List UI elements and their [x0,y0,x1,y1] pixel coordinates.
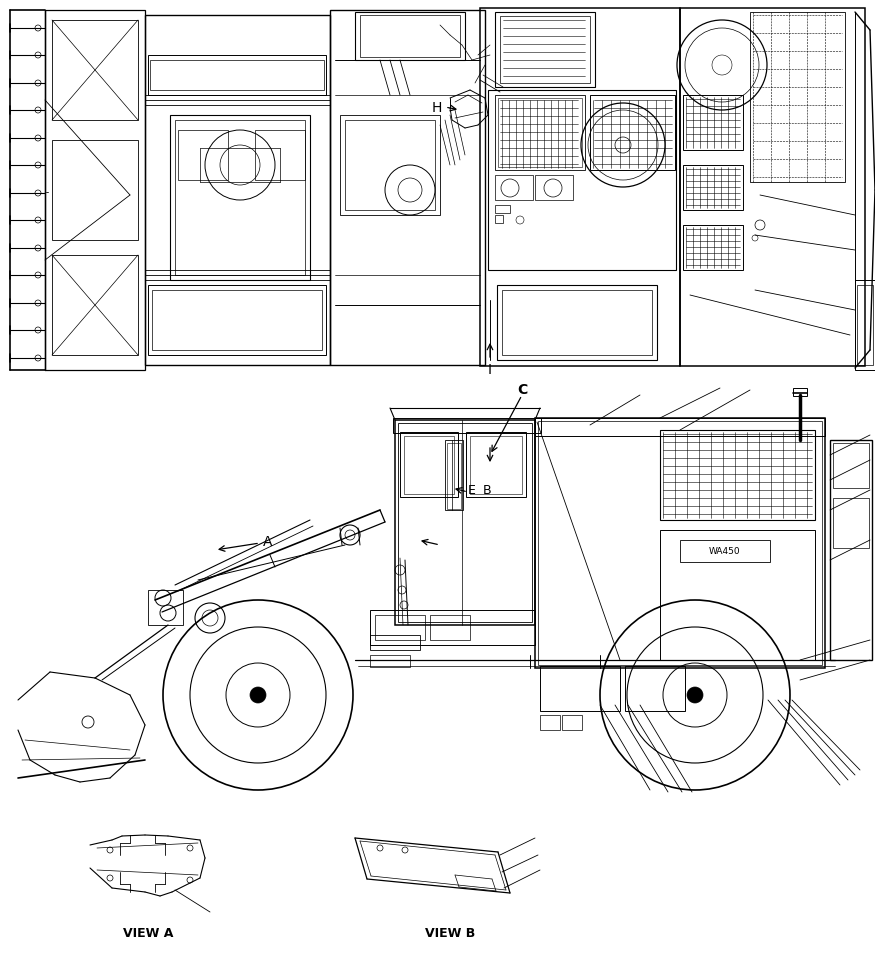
Bar [793,388,807,396]
Bar [370,655,410,667]
Bar [625,666,685,711]
Bar [152,290,322,350]
Text: VIEW A: VIEW A [123,926,173,940]
Bar [495,175,533,200]
Bar [52,20,138,120]
Text: I: I [488,363,492,377]
Bar [833,498,869,548]
Text: A: A [263,535,273,549]
Bar [680,540,770,562]
Text: VIEW B: VIEW B [425,926,475,940]
Bar [497,285,657,360]
Bar [500,16,590,83]
Bar [255,130,305,180]
Bar [430,615,470,640]
Bar [52,255,138,355]
Bar [830,440,872,660]
Circle shape [250,687,266,703]
Text: C: C [517,383,527,397]
Bar [145,15,330,365]
Text: E: E [468,483,476,497]
Bar [535,175,573,200]
Bar [540,666,620,711]
Bar [857,285,873,365]
Bar [833,443,869,488]
Bar [360,15,460,57]
Bar [680,8,865,366]
Bar [683,95,743,150]
Bar [370,635,420,650]
Bar [445,440,463,510]
Bar [52,140,138,240]
Bar [495,95,585,170]
Bar [178,130,228,180]
Bar [495,12,595,87]
Bar [345,120,435,210]
Bar [148,55,326,95]
Bar [175,120,305,275]
Bar [495,215,503,223]
Bar [495,205,510,213]
Bar [170,115,310,280]
Bar [498,98,582,167]
Bar [470,436,522,494]
Bar [355,12,465,60]
Bar [535,418,825,436]
Bar [590,95,675,170]
Text: H: H [432,101,442,115]
Bar [150,60,324,90]
Text: WA450: WA450 [710,546,741,556]
Bar [340,115,440,215]
Bar [45,10,145,370]
Bar [393,418,541,433]
Bar [683,165,743,210]
Circle shape [687,687,703,703]
Bar [395,420,535,625]
Bar [750,12,845,182]
Bar [660,430,815,520]
Bar [562,715,582,730]
Bar [855,280,875,370]
Bar [447,443,461,509]
Bar [148,590,183,625]
Bar [400,432,458,497]
Bar [480,8,680,366]
Bar [330,10,485,365]
Bar [370,610,535,645]
Bar [404,436,454,494]
Bar [148,285,326,355]
Bar [540,715,560,730]
Bar [502,290,652,355]
Bar [488,90,676,270]
Bar [660,530,815,660]
Text: B: B [483,483,492,497]
Bar [538,421,822,665]
Bar [398,423,532,622]
Bar [683,225,743,270]
Bar [375,615,425,640]
Bar [466,432,526,497]
Bar [535,418,825,668]
